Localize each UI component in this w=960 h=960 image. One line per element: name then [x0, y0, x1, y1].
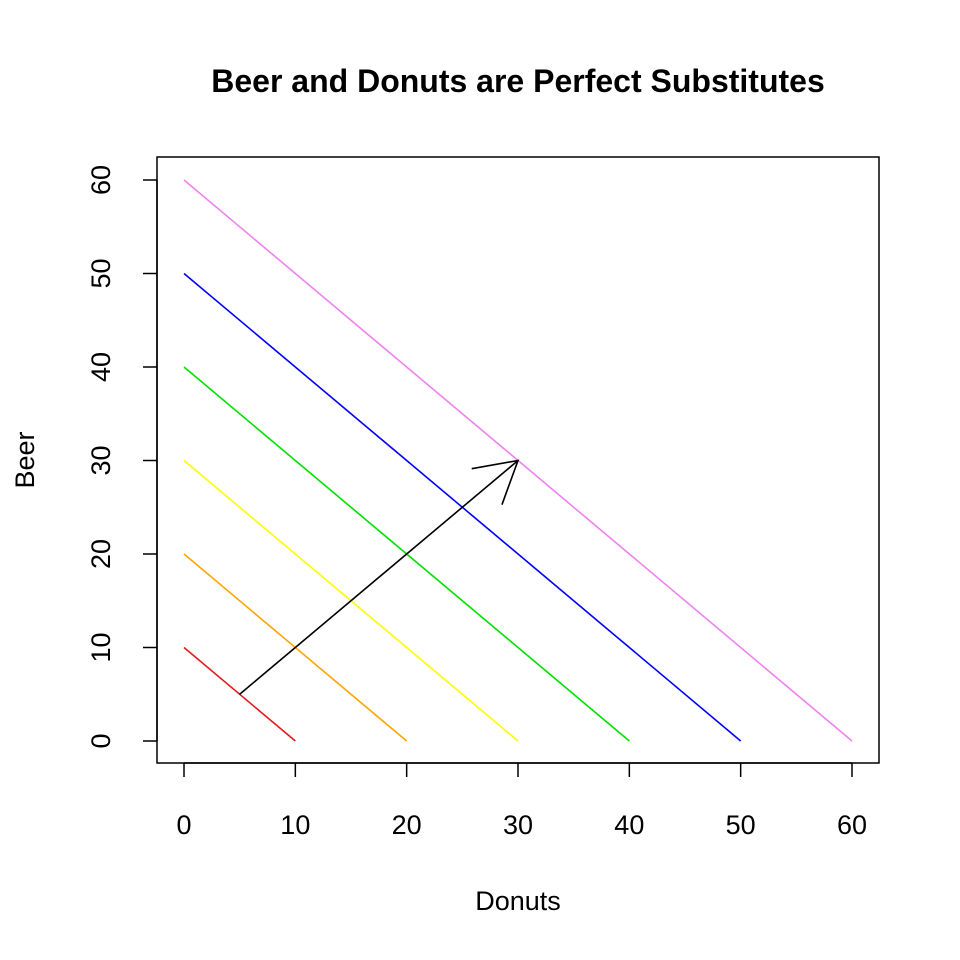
y-tick-label: 40 [86, 352, 116, 382]
x-tick-label: 30 [503, 810, 533, 840]
x-tick-label: 10 [280, 810, 310, 840]
annotation-layer [239, 459, 520, 695]
x-axis: 0 10 20 30 40 50 60 [176, 762, 867, 840]
y-tick-label: 0 [86, 733, 116, 748]
x-tick-label: 20 [392, 810, 422, 840]
x-tick-label: 60 [837, 810, 867, 840]
y-tick-label: 10 [86, 632, 116, 662]
arrow-shaft-1 [239, 459, 519, 695]
y-tick-label: 50 [86, 258, 116, 288]
y-tick-label: 30 [86, 445, 116, 475]
y-axis: 0 10 20 30 40 50 60 [86, 165, 158, 749]
x-tick-label: 40 [614, 810, 644, 840]
x-axis-label: Donuts [475, 886, 561, 916]
arrow-head-1 [471, 459, 520, 505]
x-tick-label: 50 [726, 810, 756, 840]
chart-title: Beer and Donuts are Perfect Substitutes [211, 63, 824, 99]
y-axis-label: Beer [10, 431, 40, 488]
y-tick-label: 60 [86, 165, 116, 195]
y-tick-label: 20 [86, 539, 116, 569]
x-tick-label: 0 [176, 810, 191, 840]
